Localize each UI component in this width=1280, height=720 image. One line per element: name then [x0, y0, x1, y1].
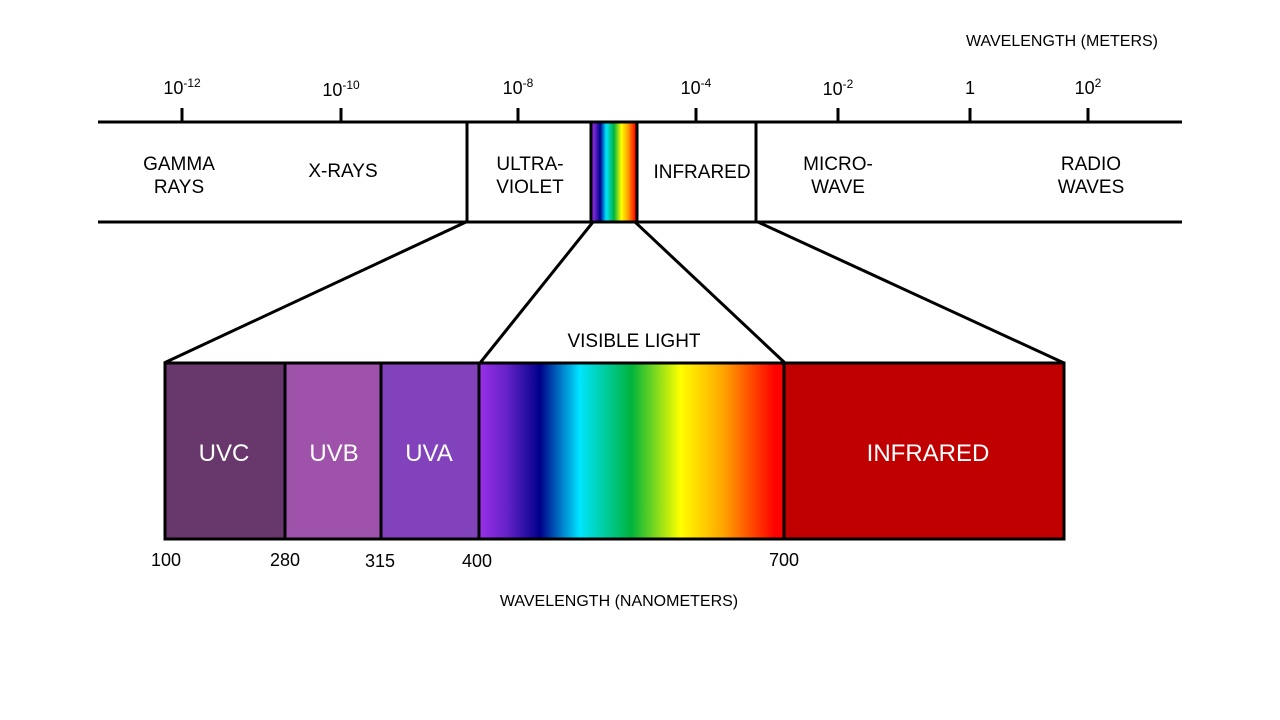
- infrared-band-label: INFRARED: [866, 440, 990, 467]
- region-ultraviolet: ULTRA- VIOLET: [496, 154, 564, 198]
- meter-tick-label: 102: [1074, 76, 1102, 98]
- meter-tick-label: 10-10: [322, 78, 360, 100]
- uvc-band: [165, 363, 285, 539]
- region-gamma-rays: GAMMA RAYS: [143, 154, 215, 198]
- zoom-lines: [163, 220, 1065, 365]
- nm-tick-label: 100: [150, 550, 182, 570]
- region-x-rays: X-RAYS: [308, 161, 378, 182]
- nm-tick-label: 280: [269, 550, 301, 570]
- region-microwave: MICRO- WAVE: [803, 154, 873, 198]
- nm-tick-label: 700: [768, 550, 800, 570]
- uvb-label: UVB: [309, 440, 359, 467]
- meter-tick-label: 10-2: [822, 77, 854, 99]
- visible-strip-small: [589, 120, 639, 224]
- meter-axis-title: WAVELENGTH (METERS): [966, 33, 1159, 50]
- region-radio-waves: RADIO WAVES: [1057, 154, 1125, 198]
- uvc-label: UVC: [198, 440, 250, 467]
- uva-band: [381, 363, 479, 539]
- meter-tick-label: 1: [964, 78, 976, 98]
- visible-light-title: VISIBLE LIGHT: [567, 331, 701, 352]
- visible-band: [479, 363, 784, 539]
- meter-tick-label: 10-4: [680, 76, 712, 98]
- meter-tick-label: 10-8: [502, 76, 534, 98]
- meter-ticks: [180, 108, 1090, 122]
- band-borders: [163, 361, 1066, 541]
- nm-tick-label: 400: [461, 551, 493, 571]
- uva-label: UVA: [405, 440, 453, 467]
- uvb-band: [285, 363, 381, 539]
- infrared-band: [784, 363, 1064, 539]
- region-infrared: INFRARED: [653, 162, 751, 183]
- meter-tick-label: 10-12: [163, 76, 201, 98]
- nm-tick-label: 315: [364, 551, 396, 571]
- nm-axis-title: WAVELENGTH (NANOMETERS): [499, 593, 739, 610]
